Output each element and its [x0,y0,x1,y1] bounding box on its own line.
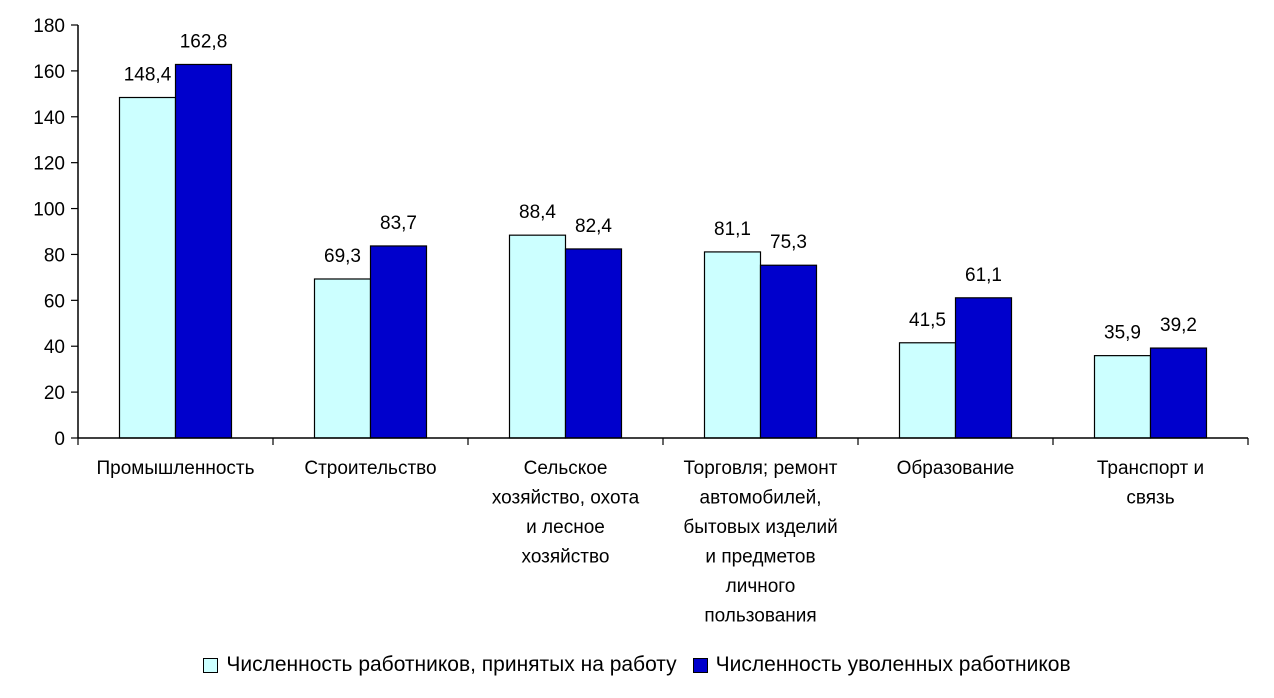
y-tick-label: 140 [33,108,65,129]
y-tick-label: 160 [33,62,65,83]
legend-label-dismissed: Численность уволенных работников [715,653,1071,676]
data-label: 41,5 [909,310,946,331]
bar [703,251,762,439]
bar [508,234,567,439]
category-label: связь [1126,488,1174,509]
bar-chart: 0 20 40 60 80 100 120 140 160 180 148,4 69,3 88,4 81,… [33,16,1249,627]
data-label: 61,1 [965,265,1002,286]
bar [369,245,428,439]
bar [898,342,957,439]
legend-swatch-hired [203,657,219,673]
bar [1149,347,1208,439]
data-label: 88,4 [519,202,556,223]
data-label: 39,2 [1160,315,1197,336]
y-tick-label: 80 [44,245,65,266]
category-label: Транспорт и [1097,458,1204,479]
category-label: и лесное [526,517,605,538]
y-tick-label: 40 [44,337,65,358]
category-label: хозяйство, охота [492,488,640,509]
category-label: пользования [704,606,816,627]
y-tick-label: 0 [54,429,65,450]
category-label: Образование [897,458,1015,479]
category-label: хозяйство [522,547,610,568]
y-tick-label: 60 [44,291,65,312]
bar [313,278,372,439]
category-label: Сельское [524,458,608,479]
y-tick-label: 120 [33,154,65,175]
y-tick-label: 20 [44,383,65,404]
bar [174,63,233,439]
data-label: 82,4 [575,216,612,237]
category-label: бытовых изделий [683,517,837,538]
y-tick-label: 100 [33,200,65,221]
legend-label-hired: Численность работников, принятых на рабо… [226,653,677,676]
legend-item-hired: Численность работников, принятых на рабо… [203,653,677,677]
category-label: автомобилей, [700,488,822,509]
category-label: Строительство [304,458,436,479]
data-label: 81,1 [714,219,751,240]
bar [564,248,623,439]
bar [1093,355,1152,439]
bar [759,264,818,439]
legend: Численность работников, принятых на рабо… [0,650,1274,680]
y-tick-label: 180 [33,16,65,37]
category-label: Торговля; ремонт [684,458,838,479]
category-label: и предметов [705,547,815,568]
bar [954,297,1013,439]
data-label: 35,9 [1104,323,1141,344]
data-label: 69,3 [324,246,361,267]
data-label: 162,8 [180,31,228,52]
data-label: 83,7 [380,213,417,234]
legend-swatch-dismissed [692,657,708,673]
data-label: 148,4 [124,65,172,86]
category-label: Промышленность [96,458,254,479]
bar [118,96,177,439]
category-label: личного [726,576,796,597]
data-label: 75,3 [770,232,807,253]
legend-item-dismissed: Численность уволенных работников [692,653,1071,677]
